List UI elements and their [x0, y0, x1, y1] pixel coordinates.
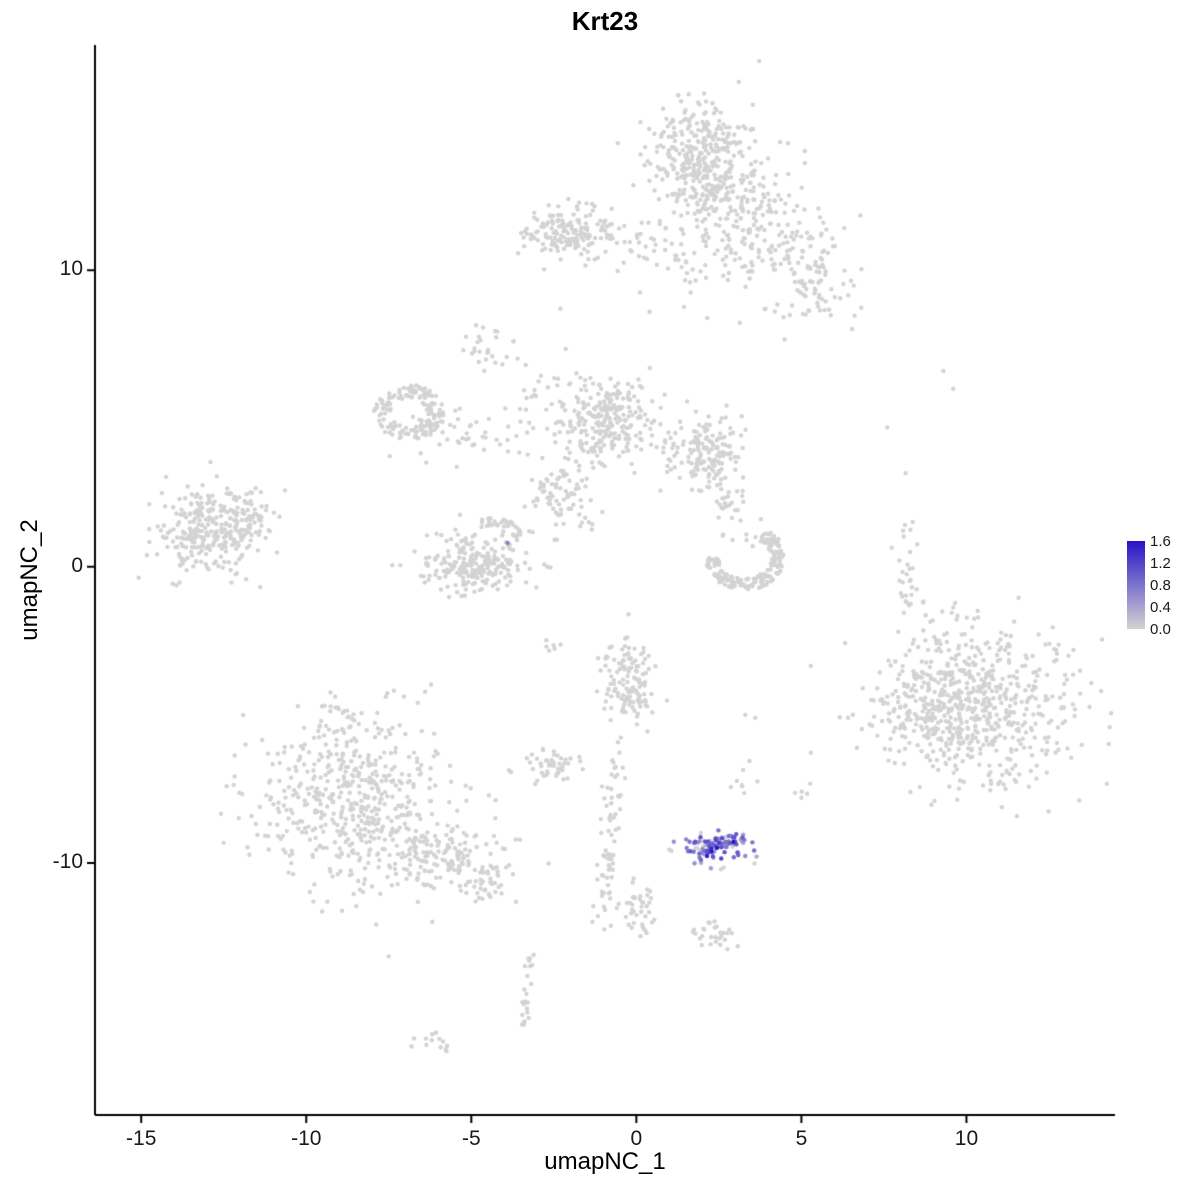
y-axis-label: umapNC_2 — [16, 519, 43, 641]
legend-tick-label: 0.8 — [1150, 577, 1171, 594]
expression-legend: 1.6 1.2 0.8 0.4 0.0 — [1122, 533, 1200, 640]
x-tick-label: -10 — [291, 1127, 322, 1150]
x-tick-label: 0 — [630, 1127, 643, 1150]
plot-title: Krt23 — [571, 6, 639, 36]
legend-tick-label: 0.4 — [1150, 599, 1171, 616]
x-tick-label: 5 — [795, 1127, 808, 1150]
legend-tick-label: 1.6 — [1150, 533, 1171, 550]
legend-tick-label: 0.0 — [1150, 621, 1171, 638]
y-tick-label: 0 — [71, 553, 83, 577]
legend-tick-label: 1.2 — [1150, 555, 1171, 572]
x-axis-label: umapNC_1 — [544, 1148, 666, 1175]
y-tick-label: -10 — [52, 850, 83, 874]
x-tick-label: -15 — [126, 1127, 157, 1150]
x-tick-label: -5 — [461, 1127, 481, 1150]
x-tick-label: 10 — [954, 1127, 979, 1150]
legend-gradient-bar — [1127, 541, 1145, 629]
y-tick-label: 10 — [59, 257, 83, 281]
